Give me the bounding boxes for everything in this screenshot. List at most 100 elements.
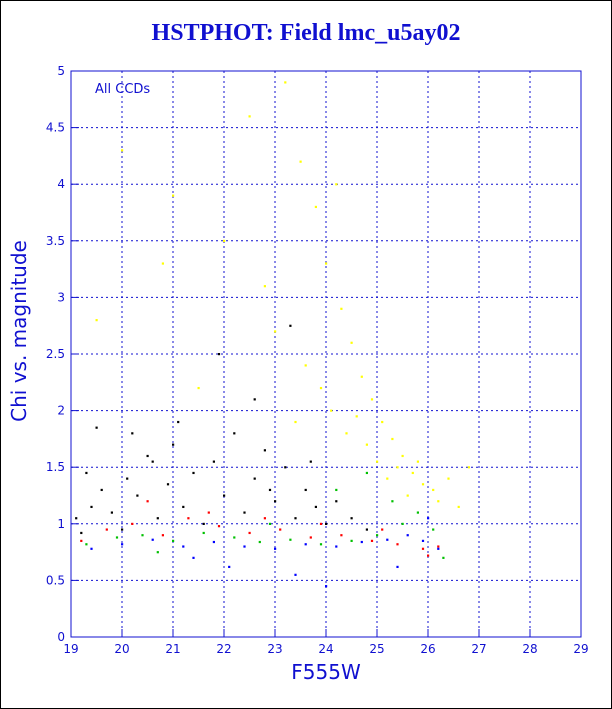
data-point: [202, 522, 205, 525]
data-point: [121, 528, 124, 531]
data-point: [100, 488, 103, 492]
data-point: [355, 415, 358, 418]
data-point: [370, 539, 374, 542]
data-point: [437, 500, 440, 503]
data-point: [151, 538, 154, 541]
data-point: [416, 460, 419, 463]
data-point: [314, 505, 317, 509]
data-point: [325, 585, 328, 588]
data-point: [192, 556, 195, 559]
data-point: [411, 471, 414, 475]
data-point: [432, 528, 435, 531]
data-point: [126, 477, 129, 480]
data-point: [151, 460, 154, 463]
data-point: [172, 194, 175, 197]
data-point: [187, 517, 190, 520]
x-tick-label: 24: [318, 642, 333, 656]
data-point: [268, 488, 272, 492]
x-tick-label: 22: [216, 642, 231, 656]
data-point: [396, 543, 399, 546]
data-point: [110, 511, 113, 514]
x-tick-label: 28: [522, 642, 537, 656]
data-point: [233, 432, 236, 435]
data-point: [146, 500, 149, 503]
data-point: [258, 540, 261, 544]
data-point: [172, 539, 175, 542]
data-point: [381, 528, 384, 531]
data-point: [90, 505, 93, 509]
x-tick-label: 19: [63, 642, 78, 656]
data-point: [340, 307, 343, 310]
data-point: [136, 494, 139, 497]
data-point: [294, 420, 297, 424]
y-tick-label: 0: [57, 630, 65, 644]
data-point: [166, 483, 170, 486]
y-tick-label: 0.5: [46, 573, 65, 587]
data-point: [442, 556, 445, 559]
data-point: [309, 536, 312, 539]
data-point: [350, 517, 353, 520]
data-point: [274, 500, 277, 503]
data-point: [314, 205, 317, 209]
data-point: [161, 534, 164, 537]
data-point: [289, 538, 292, 541]
data-point: [182, 545, 185, 548]
data-point: [284, 466, 287, 469]
data-point: [304, 488, 307, 492]
data-point: [467, 466, 470, 469]
data-point: [217, 353, 221, 356]
data-point: [335, 545, 338, 548]
data-point: [121, 149, 124, 152]
y-tick-label: 5: [57, 64, 65, 78]
data-point: [243, 545, 246, 548]
data-point: [263, 517, 266, 520]
x-axis-ticks: 19 20 21 22 23 24 25 26 27 28 29: [63, 629, 589, 656]
data-point: [274, 330, 277, 333]
data-point: [263, 449, 266, 452]
data-point: [121, 543, 124, 546]
data-points: [75, 81, 470, 588]
data-point: [376, 460, 379, 463]
data-point: [427, 554, 430, 557]
chart-title: HSTPHOT: Field lmc_u5ay02: [151, 20, 461, 46]
data-point: [274, 547, 277, 550]
data-point: [294, 517, 297, 520]
data-point: [386, 538, 389, 541]
data-point: [365, 443, 368, 446]
data-point: [350, 341, 353, 344]
data-point: [304, 543, 307, 546]
data-point: [340, 534, 343, 537]
data-point: [279, 528, 282, 531]
data-point: [217, 525, 221, 528]
y-tick-label: 1.5: [46, 460, 65, 474]
data-point: [319, 386, 323, 390]
data-point: [421, 547, 425, 550]
data-point: [95, 319, 98, 322]
data-point: [421, 483, 425, 486]
data-point: [248, 531, 251, 535]
data-point: [421, 539, 425, 542]
data-point: [223, 239, 226, 242]
data-point: [172, 443, 175, 446]
data-point: [85, 543, 88, 546]
data-point: [370, 398, 374, 401]
data-point: [437, 545, 440, 548]
data-point: [197, 386, 200, 390]
data-point: [457, 505, 460, 509]
y-axis-label: Chi vs. magnitude: [7, 240, 31, 422]
data-point: [325, 522, 328, 525]
data-point: [156, 517, 159, 520]
x-axis-label: F555W: [291, 660, 361, 684]
data-point: [391, 437, 394, 441]
y-tick-label: 3: [57, 290, 65, 304]
data-point: [115, 536, 119, 539]
data-point: [253, 398, 256, 401]
data-point: [437, 547, 440, 550]
data-point: [319, 543, 323, 546]
data-point: [309, 460, 312, 463]
data-point: [289, 324, 292, 327]
data-point: [105, 528, 108, 531]
data-point: [253, 477, 256, 480]
data-point: [146, 454, 149, 458]
